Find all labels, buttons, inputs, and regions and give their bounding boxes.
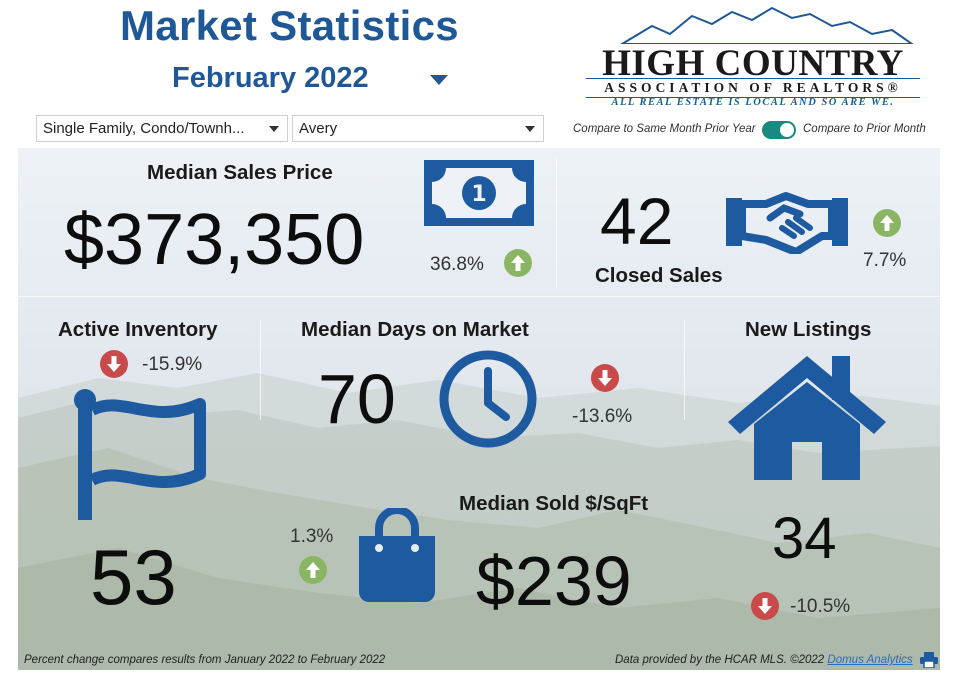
median-sales-price-label: Median Sales Price — [147, 161, 333, 184]
new-listings-change: -10.5% — [790, 596, 851, 617]
print-icon[interactable] — [920, 652, 938, 668]
compare-prior-year-label: Compare to Same Month Prior Year — [573, 123, 756, 135]
mountain-logo-icon — [620, 6, 914, 44]
arrow-up-icon — [299, 556, 327, 584]
median-sales-price-change: 36.8% — [430, 254, 484, 275]
property-type-value: Single Family, Condo/Townh... — [43, 120, 245, 137]
divider — [18, 296, 940, 297]
page-title: Market Statistics — [120, 2, 459, 49]
closed-sales-label: Closed Sales — [595, 264, 723, 287]
divider — [260, 320, 261, 420]
arrow-down-icon — [751, 592, 779, 620]
money-bill-icon: 1 — [424, 160, 534, 226]
property-type-dropdown[interactable]: Single Family, Condo/Townh... — [36, 115, 288, 142]
new-listings-value: 34 — [772, 506, 837, 571]
svg-text:1: 1 — [471, 182, 486, 207]
divider — [556, 158, 557, 288]
chevron-down-icon — [269, 126, 279, 132]
arrow-down-icon — [591, 364, 619, 392]
arrow-down-icon — [100, 350, 128, 378]
area-dropdown[interactable]: Avery — [292, 115, 544, 142]
footer-note: Percent change compares results from Jan… — [24, 654, 386, 666]
logo-tagline: ALL REAL ESTATE IS LOCAL AND SO ARE WE. — [611, 97, 895, 108]
median-sold-sqft-label: Median Sold $/SqFt — [459, 492, 649, 515]
median-days-on-market-change: -13.6% — [572, 406, 633, 427]
compare-toggle[interactable] — [762, 121, 796, 139]
period-dropdown-icon[interactable] — [430, 75, 448, 85]
logo-subtitle: ASSOCIATION OF REALTORS® — [586, 78, 920, 98]
chevron-down-icon — [525, 126, 535, 132]
median-days-on-market-value: 70 — [318, 360, 396, 438]
active-inventory-change: -15.9% — [142, 354, 203, 375]
arrow-up-icon — [873, 209, 901, 237]
shopping-bag-icon — [359, 508, 435, 602]
house-icon — [728, 356, 886, 480]
toggle-knob — [780, 123, 794, 137]
median-sales-price-value: $373,350 — [64, 200, 365, 280]
closed-sales-value: 42 — [600, 184, 674, 258]
closed-sales-change: 7.7% — [863, 250, 907, 271]
flag-icon — [74, 389, 206, 520]
mountain-background-image — [18, 373, 940, 670]
median-sold-sqft-value: $239 — [476, 542, 632, 620]
period-selector-label[interactable]: February 2022 — [172, 62, 369, 94]
active-inventory-value: 53 — [90, 533, 177, 621]
compare-prior-month-label: Compare to Prior Month — [803, 123, 926, 135]
median-sold-sqft-change: 1.3% — [290, 526, 334, 547]
new-listings-label: New Listings — [745, 318, 872, 341]
logo-wordmark: HIGH COUNTRY — [602, 43, 904, 84]
clock-icon — [439, 350, 537, 448]
arrow-up-icon — [504, 249, 532, 277]
area-value: Avery — [299, 120, 338, 137]
domus-analytics-link[interactable]: Domus Analytics — [827, 654, 913, 666]
stats-panel: Median Sales Price $373,350 1 36.8% 42 C… — [18, 148, 940, 670]
divider — [684, 320, 685, 420]
handshake-icon — [726, 192, 848, 254]
footer-source: Data provided by the HCAR MLS. ©2022 Dom… — [615, 654, 913, 666]
median-days-on-market-label: Median Days on Market — [301, 318, 529, 341]
association-logo: HIGH COUNTRY ASSOCIATION OF REALTORS® AL… — [582, 4, 924, 108]
footer-source-text: Data provided by the HCAR MLS. ©2022 — [615, 654, 825, 666]
active-inventory-label: Active Inventory — [58, 318, 218, 341]
